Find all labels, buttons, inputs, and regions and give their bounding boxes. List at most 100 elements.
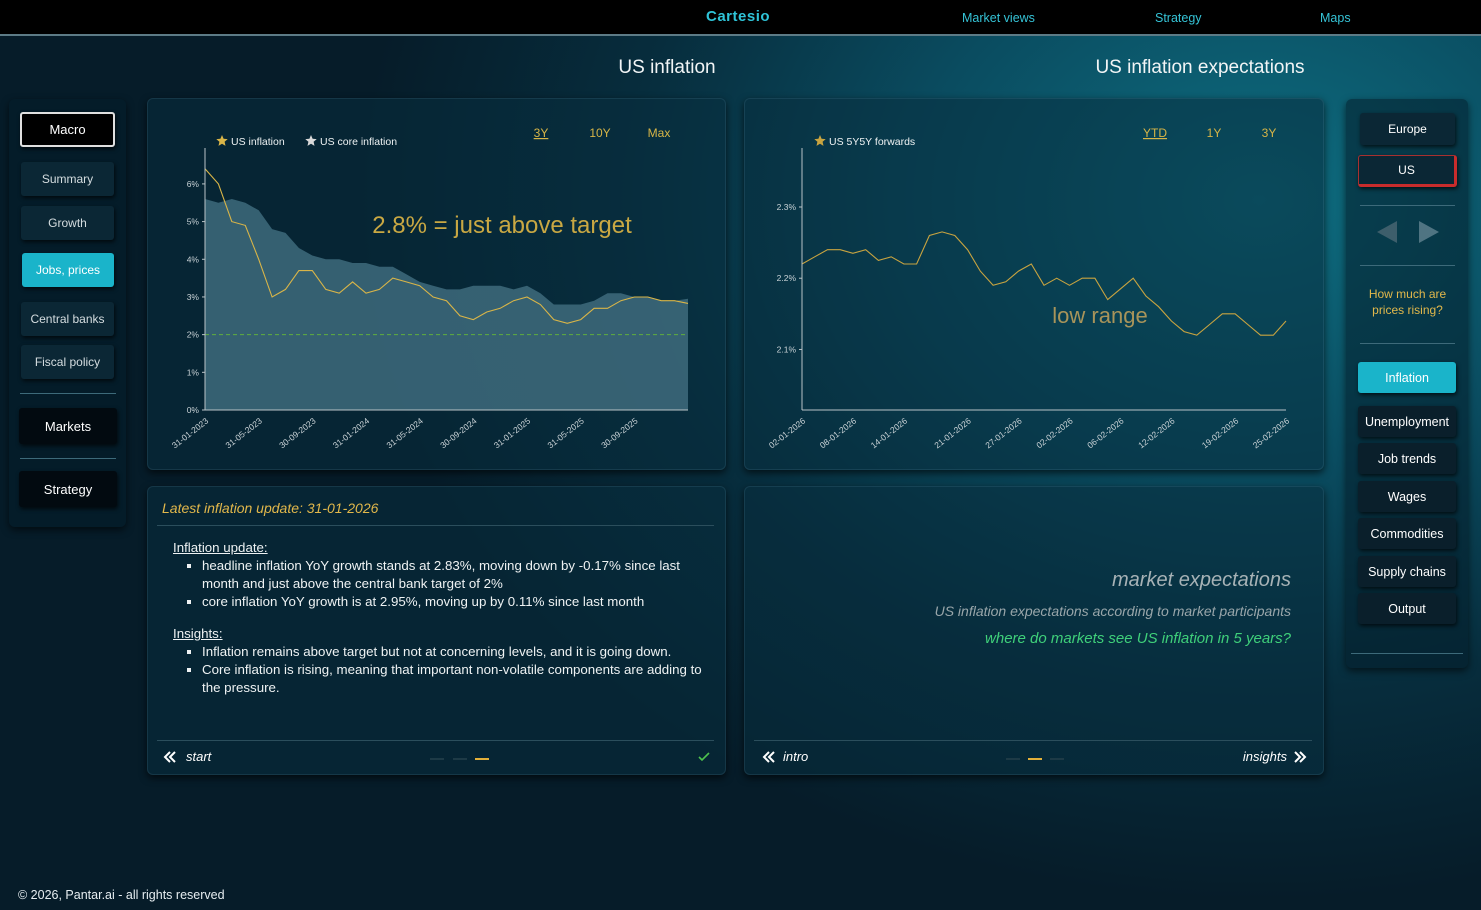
bullet: Core inflation is rising, meaning that i… [202,661,703,697]
nav-button[interactable]: Jobs, prices [22,253,114,287]
bullet-list: Inflation remains above target but not a… [173,643,703,697]
range-button[interactable]: YTD [1143,126,1167,140]
x-tick-label: 25-02-2026 [1251,416,1292,451]
pager-arrows [1377,221,1439,243]
legend-icon[interactable] [814,135,826,146]
brand[interactable]: Cartesio [706,8,771,25]
panel-question: where do markets see US inflation in 5 y… [985,630,1291,647]
next-link[interactable]: insights [1242,749,1287,764]
separator [754,740,1312,741]
range-button[interactable]: 1Y [1207,126,1222,140]
nav-button[interactable]: Summary [21,162,114,196]
area [205,199,688,410]
nav-link[interactable]: Maps [1320,11,1351,25]
chart: 0% 1% 2% 3% 4% 5% 6% 31-01-2023 31-05-2023 30-09-… [170,126,689,451]
legend-label[interactable]: US core inflation [320,136,397,148]
y-tick-label: 4% [187,254,200,264]
nav-button[interactable]: Macro [20,112,115,147]
pager-dot[interactable] [1028,758,1042,760]
footer: © 2026, Pantar.ai - all rights reserved [18,888,225,902]
annotation: low range [1052,303,1147,328]
pager-dot[interactable] [475,758,489,760]
range-button[interactable]: 3Y [534,126,549,140]
x-tick-label: 06-02-2026 [1085,416,1126,451]
back-icon[interactable] [163,750,177,764]
next-icon[interactable] [1293,750,1307,764]
topic-button[interactable]: Job trends [1358,443,1456,474]
text-panel [147,486,726,775]
bullet: headline inflation YoY growth stands at … [202,557,703,593]
heading: Insights: [173,626,223,641]
back-icon[interactable] [762,750,776,764]
panel-title: market expectations [1112,569,1291,591]
x-tick-label: 02-01-2026 [767,416,808,451]
x-tick-label: 31-05-2024 [384,416,425,451]
y-tick-label: 6% [187,179,200,189]
region-button[interactable]: Europe [1360,113,1455,145]
topic-button[interactable]: Unemployment [1358,406,1456,437]
x-tick-label: 30-09-2025 [599,416,640,451]
y-tick-label: 2.1% [777,344,797,354]
x-tick-label: 30-09-2023 [277,416,318,451]
legend-icon[interactable] [216,135,228,146]
x-tick-label: 12-02-2026 [1136,416,1177,451]
nav-button[interactable]: Markets [19,408,117,444]
y-tick-label: 3% [187,292,200,302]
range-button[interactable]: Max [648,126,671,140]
range-button[interactable]: 3Y [1262,126,1277,140]
nav-button[interactable]: Growth [21,206,114,240]
legend-label[interactable]: US 5Y5Y forwards [829,136,915,148]
y-tick-label: 1% [187,367,200,377]
nav-button[interactable]: Fiscal policy [21,345,114,379]
y-tick-label: 0% [187,405,200,415]
pager-dot[interactable] [1006,758,1020,760]
line [204,168,689,324]
x-tick-label: 31-01-2023 [170,416,211,451]
topic-button[interactable]: Inflation [1358,362,1456,393]
x-tick-label: 31-05-2025 [545,416,586,451]
nav-link[interactable]: Strategy [1155,11,1202,25]
separator [1351,653,1463,654]
nav-link[interactable]: Market views [962,11,1035,25]
check-icon [698,752,710,762]
x-tick-label: 27-01-2026 [983,416,1024,451]
x-tick-label: 19-02-2026 [1200,416,1241,451]
topic-button[interactable]: Supply chains [1358,556,1456,587]
bullet-list: headline inflation YoY growth stands at … [173,557,703,611]
separator [20,458,116,459]
pager-dot[interactable] [1050,758,1064,760]
topic-button[interactable]: Output [1358,593,1456,624]
nav-button[interactable]: Strategy [19,471,117,507]
region-button[interactable]: US [1358,155,1457,187]
back-link[interactable]: intro [783,749,809,764]
y-tick-label: 2% [187,330,200,340]
separator [20,393,116,394]
y-tick-label: 5% [187,217,200,227]
x-tick-label: 30-09-2024 [438,416,479,451]
next-arrow[interactable] [1419,221,1439,243]
pager-dot[interactable] [430,758,444,760]
section-title: US inflation [618,57,716,78]
separator [157,525,714,526]
bullet: Inflation remains above target but not a… [202,643,703,661]
pager-dot[interactable] [453,758,467,760]
y-tick-label: 2.2% [777,273,797,283]
question: How much are prices rising? [1368,287,1447,317]
topic-button[interactable]: Commodities [1358,518,1456,549]
range-button[interactable]: 10Y [589,126,610,140]
topic-button[interactable]: Wages [1358,481,1456,512]
prev-arrow[interactable] [1377,221,1397,243]
separator [157,740,714,741]
y-tick-label: 2.3% [777,202,797,212]
x-tick-label: 21-01-2026 [932,416,973,451]
separator [1360,205,1455,206]
back-link[interactable]: start [186,749,212,764]
legend-icon[interactable] [305,135,317,146]
nav-button[interactable]: Central banks [21,302,114,336]
update-text: Inflation update: headline inflation YoY… [173,539,703,697]
x-tick-label: 08-01-2026 [818,416,859,451]
legend-label[interactable]: US inflation [231,136,285,148]
annotation: 2.8% = just above target [372,212,632,239]
